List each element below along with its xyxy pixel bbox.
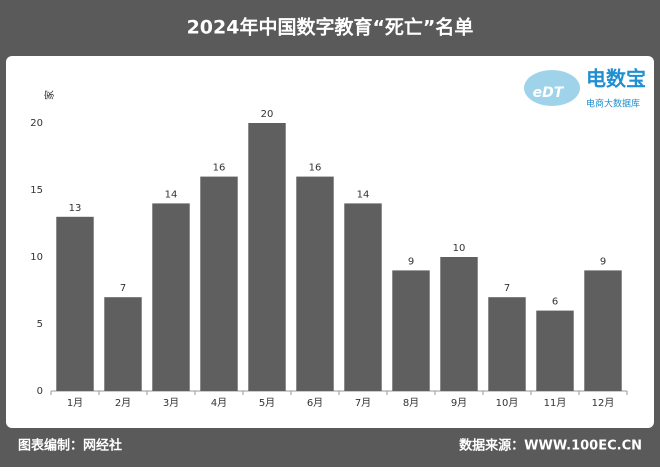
bar (344, 203, 382, 391)
y-tick-label: 0 (37, 386, 43, 397)
x-tick-label: 12月 (592, 397, 615, 409)
logo-name: 电数宝 (586, 67, 646, 91)
footer-left: 图表编制：网经社 (18, 438, 122, 454)
data-label: 7 (504, 283, 510, 294)
data-label: 16 (213, 163, 226, 174)
x-tick-label: 10月 (496, 397, 519, 409)
data-label: 14 (165, 189, 178, 200)
logo-cloud (524, 70, 580, 106)
data-label: 10 (453, 243, 466, 254)
data-label: 6 (552, 297, 558, 308)
chart-title: 2024年中国数字教育“死亡”名单 (187, 16, 474, 39)
x-tick-label: 6月 (307, 397, 323, 409)
bar (488, 297, 526, 391)
bar (584, 270, 622, 391)
footer-right: 数据来源：WWW.100EC.CN (459, 438, 642, 454)
data-label: 13 (69, 203, 82, 214)
bar (248, 123, 286, 391)
bar (152, 203, 190, 391)
bar (296, 176, 334, 391)
bar (104, 297, 142, 391)
x-tick-label: 1月 (67, 397, 83, 409)
bar (536, 310, 574, 391)
data-label: 14 (357, 189, 370, 200)
bar (56, 216, 94, 391)
data-label: 9 (408, 256, 414, 267)
logo-mark: eDT (533, 85, 565, 101)
x-tick-label: 5月 (259, 397, 275, 409)
y-tick-label: 5 (37, 319, 43, 330)
bar (200, 176, 238, 391)
data-label: 20 (261, 109, 274, 120)
y-axis-label: 家 (43, 90, 56, 100)
y-tick-label: 10 (30, 252, 43, 263)
data-label: 16 (309, 163, 322, 174)
data-label: 9 (600, 256, 606, 267)
bar (440, 257, 478, 391)
x-tick-label: 7月 (355, 397, 371, 409)
x-tick-label: 3月 (163, 397, 179, 409)
y-tick-label: 15 (30, 185, 43, 196)
x-tick-label: 11月 (544, 397, 567, 409)
y-tick-label: 20 (30, 118, 43, 129)
x-tick-label: 4月 (211, 397, 227, 409)
logo-tagline: 电商大数据库 (586, 98, 640, 110)
bar (392, 270, 430, 391)
data-label: 7 (120, 283, 126, 294)
x-tick-label: 8月 (403, 397, 419, 409)
x-tick-label: 2月 (115, 397, 131, 409)
x-tick-label: 9月 (451, 397, 467, 409)
logo: eDT 电数宝 电商大数据库 (524, 67, 646, 110)
